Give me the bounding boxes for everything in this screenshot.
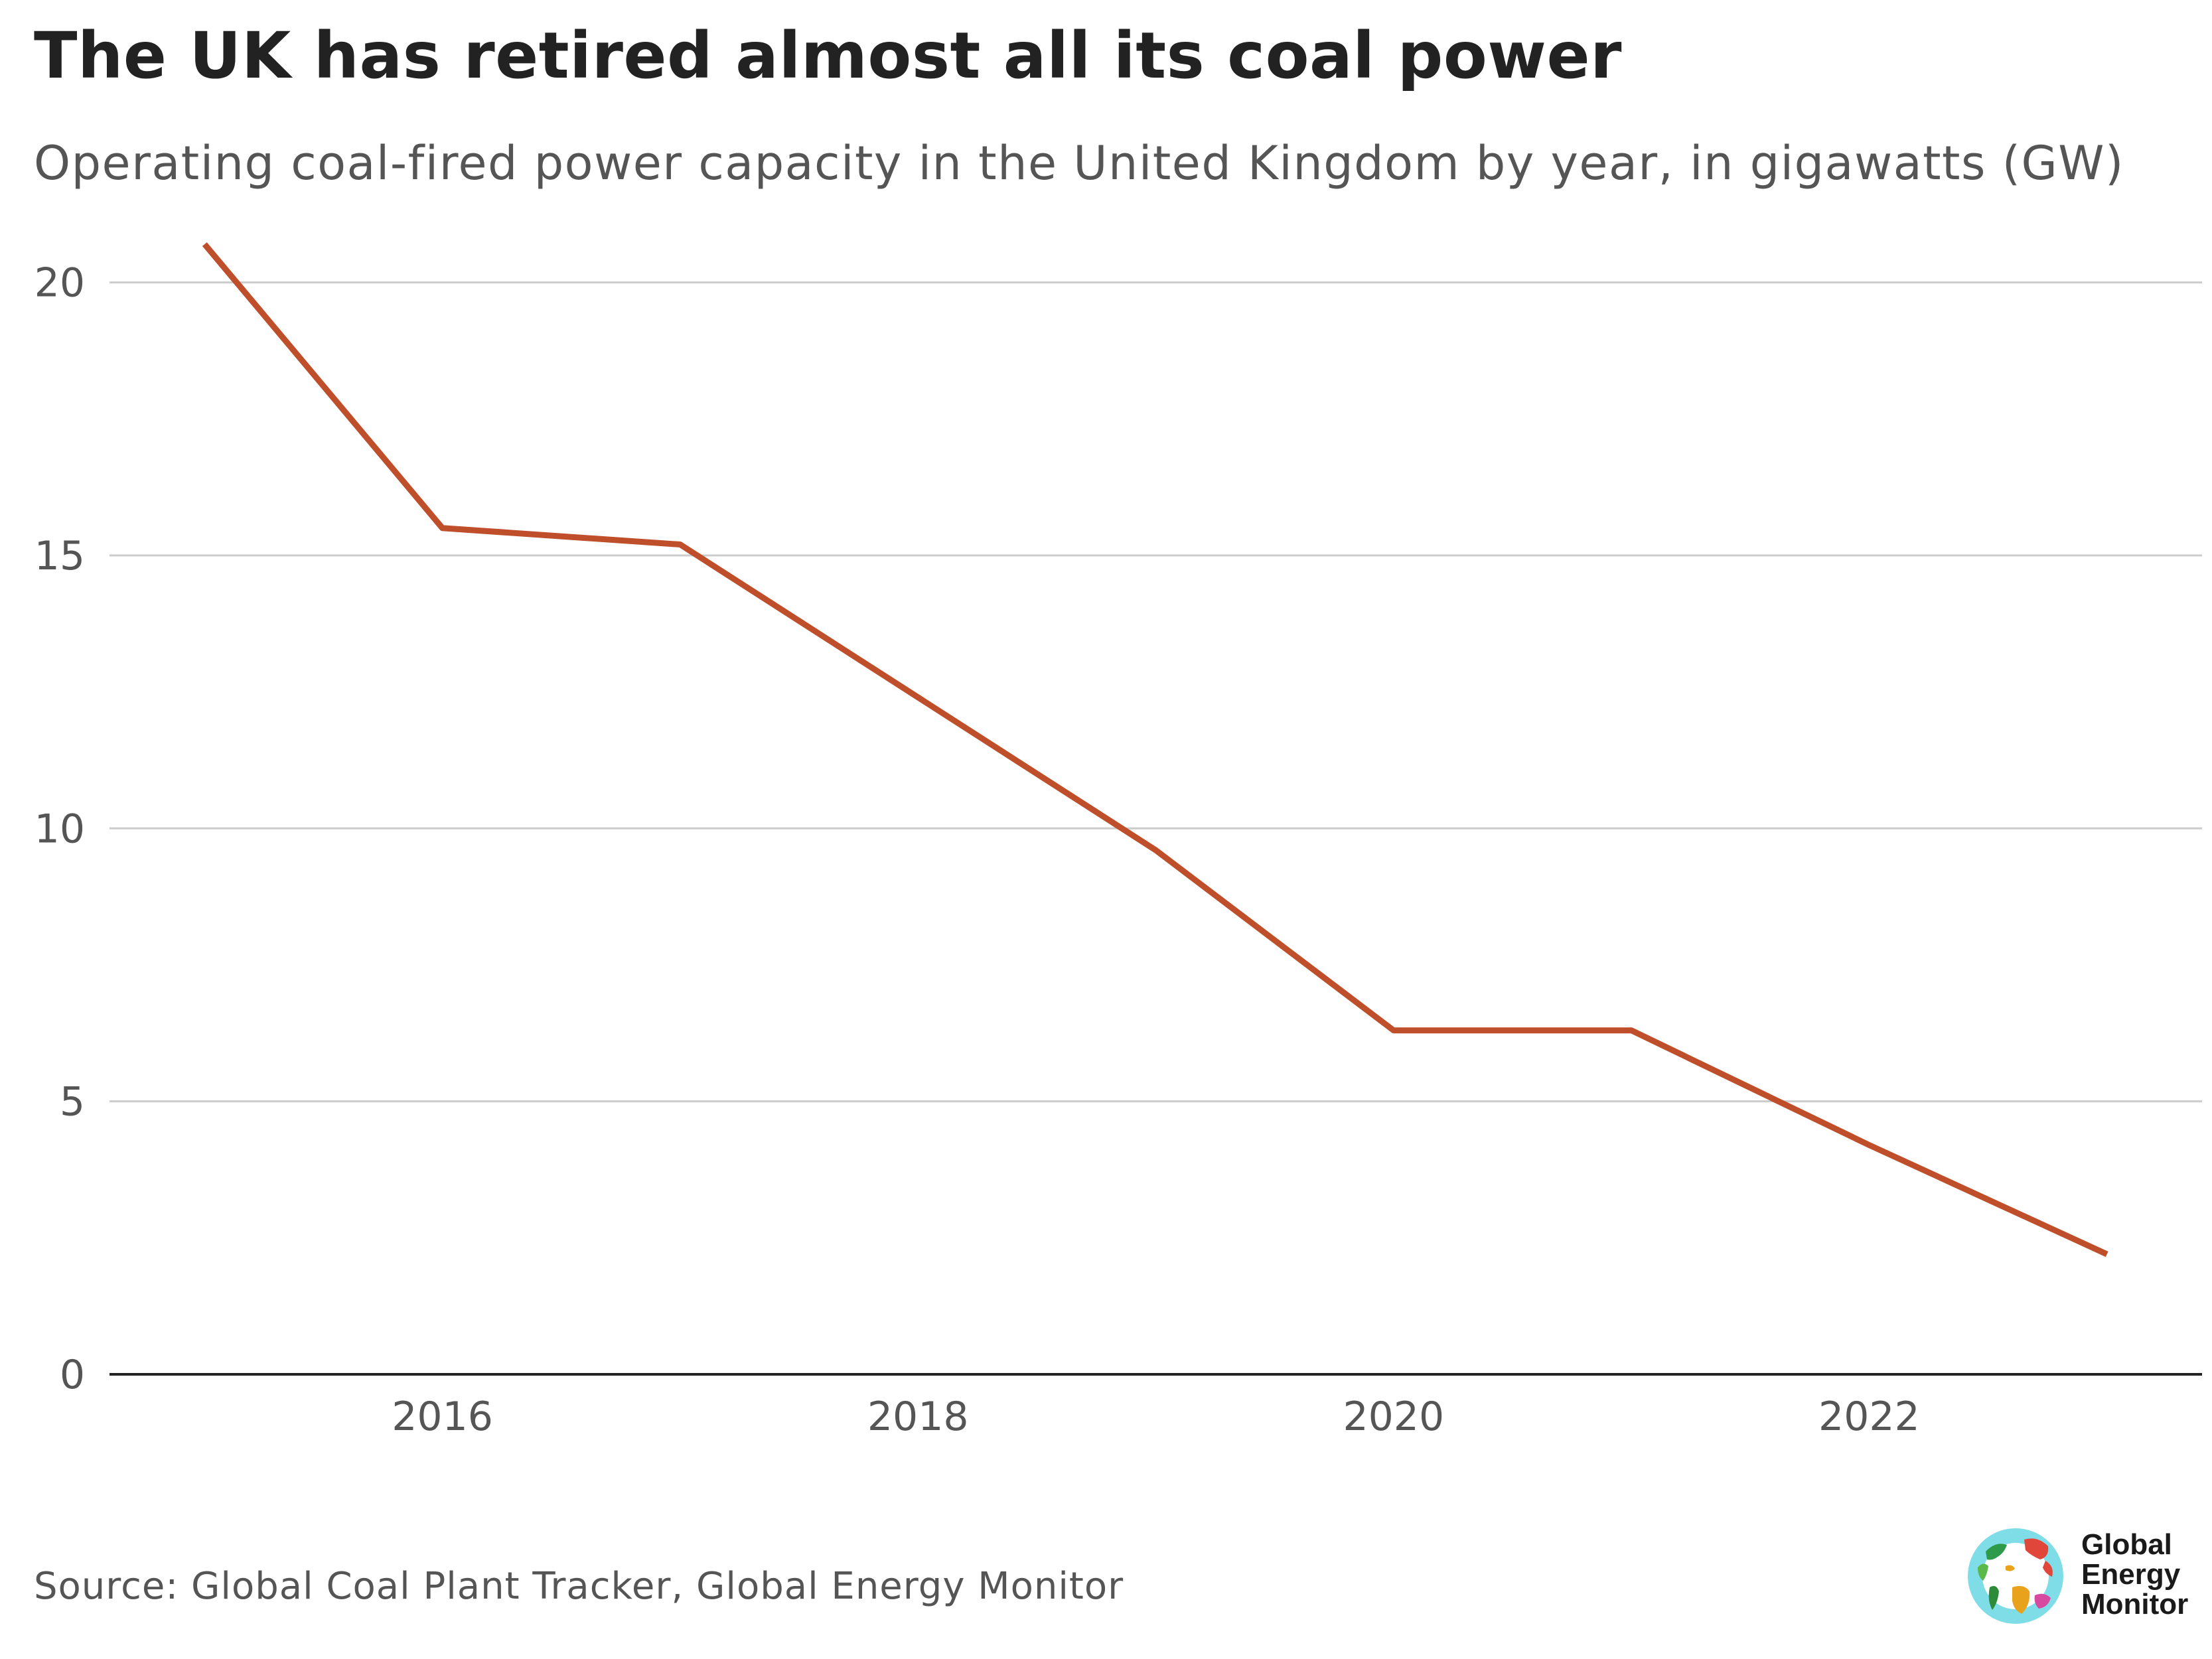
x-tick-label: 2022	[1818, 1394, 1920, 1440]
series-line-coal-capacity	[202, 242, 2108, 1258]
logo-wordmark: Global Energy Monitor	[2081, 1530, 2188, 1619]
x-axis-ticks: 2016 2018 2020 2022	[392, 1394, 1919, 1440]
y-axis-ticks: 0 5 10 15 20	[35, 260, 85, 1398]
gridlines	[110, 281, 2202, 1103]
logo-line-3: Monitor	[2081, 1588, 2189, 1621]
x-tick-label: 2016	[392, 1394, 493, 1440]
x-tick-label: 2018	[867, 1394, 969, 1440]
x-tick-label: 2020	[1343, 1394, 1444, 1440]
chart-title: The UK has retired almost all its coal p…	[34, 19, 1622, 93]
y-tick-label: 15	[35, 533, 85, 579]
y-tick-label: 5	[60, 1079, 85, 1125]
source-note: Source: Global Coal Plant Tracker, Globa…	[34, 1565, 1124, 1608]
globe-logo-icon	[1968, 1528, 2063, 1624]
y-tick-label: 0	[60, 1352, 85, 1398]
y-tick-label: 10	[35, 806, 85, 852]
logo-line-2: Energy	[2081, 1558, 2181, 1591]
logo-line-1: Global	[2081, 1528, 2172, 1561]
y-tick-label: 20	[35, 260, 85, 307]
chart-subtitle: Operating coal-fired power capacity in t…	[34, 136, 2124, 190]
